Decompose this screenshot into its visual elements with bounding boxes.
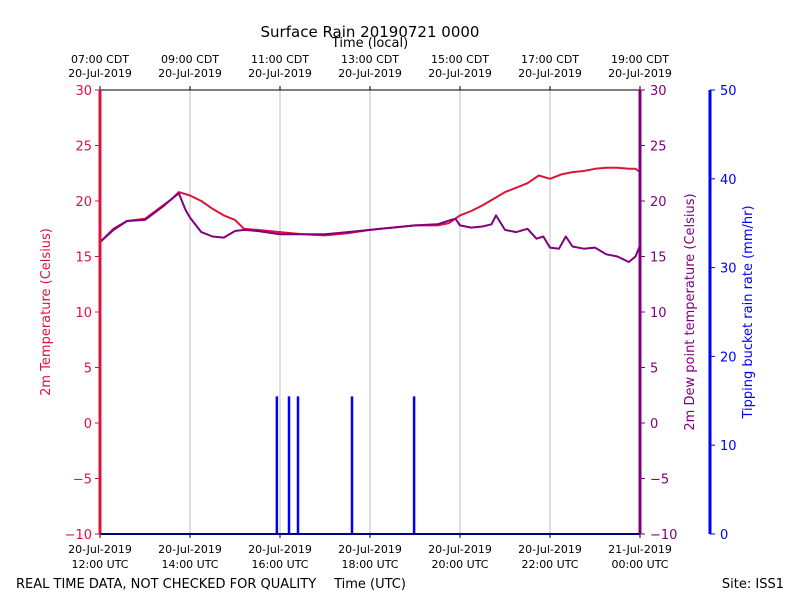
left-axis-tick-label: −10	[65, 528, 92, 543]
right-axis-tick-label: 10	[650, 306, 667, 321]
rain-axis-label: Tipping bucket rain rate (mm/hr)	[741, 205, 756, 419]
x-tick-label-utc-time: 20:00 UTC	[431, 558, 488, 571]
x-tick-label-utc-date: 20-Jul-2019	[338, 543, 402, 556]
x-tick-label-local-date: 20-Jul-2019	[248, 67, 312, 80]
left-axis-label: 2m Temperature (Celsius)	[39, 228, 54, 396]
right-axis-tick-label: 15	[650, 251, 667, 266]
rain-axis-tick-label: 20	[720, 350, 737, 365]
x-tick-label-local-time: 09:00 CDT	[161, 53, 219, 66]
x-tick-label-local-date: 20-Jul-2019	[608, 67, 672, 80]
left-axis-tick-label: 5	[84, 362, 92, 377]
left-axis-tick-label: 30	[75, 84, 92, 99]
x-tick-label-utc-time: 14:00 UTC	[161, 558, 218, 571]
x-tick-label-local-time: 19:00 CDT	[611, 53, 669, 66]
right-axis-label: 2m Dew point temperature (Celsius)	[683, 193, 698, 430]
x-tick-label-local-date: 20-Jul-2019	[428, 67, 492, 80]
x-tick-label-local-time: 17:00 CDT	[521, 53, 579, 66]
x-tick-label-local-time: 15:00 CDT	[431, 53, 489, 66]
grid	[189, 90, 551, 534]
left-axis-tick-label: 15	[75, 251, 92, 266]
left-axis-tick-label: 10	[75, 306, 92, 321]
x-tick-label-utc-time: 16:00 UTC	[251, 558, 308, 571]
left-axis-tick-label: 20	[75, 195, 92, 210]
right-axis-tick-label: −5	[650, 473, 669, 488]
right-axis-tick-label: 20	[650, 195, 667, 210]
left-axis-tick-label: −5	[73, 473, 92, 488]
x-tick-label-local-date: 20-Jul-2019	[68, 67, 132, 80]
x-tick-label-utc-date: 20-Jul-2019	[428, 543, 492, 556]
footer-quality-note: REAL TIME DATA, NOT CHECKED FOR QUALITY	[16, 577, 316, 592]
x-tick-label-utc-date: 20-Jul-2019	[248, 543, 312, 556]
left-axis-tick-label: 0	[84, 417, 92, 432]
right-axis-tick-label: 25	[650, 140, 667, 155]
x-tick-label-utc-date: 21-Jul-2019	[608, 543, 672, 556]
x-axis-label: Time (UTC)	[333, 577, 406, 592]
rain-axis-tick-label: 10	[720, 439, 737, 454]
right-axis-tick-label: −10	[650, 528, 677, 543]
x-tick-label-utc-time: 22:00 UTC	[521, 558, 578, 571]
top-axis-label: Time (local)	[331, 36, 408, 51]
footer-site-label: Site: ISS1	[722, 577, 784, 592]
rain-axis-tick-label: 40	[720, 173, 737, 188]
right-axis-tick-label: 30	[650, 84, 667, 99]
right-axis-tick-label: 0	[650, 417, 658, 432]
x-tick-label-utc-date: 20-Jul-2019	[68, 543, 132, 556]
x-tick-label-utc-date: 20-Jul-2019	[518, 543, 582, 556]
x-tick-label-local-date: 20-Jul-2019	[518, 67, 582, 80]
rain-axis-tick-label: 0	[720, 528, 728, 543]
left-axis-tick-label: 25	[75, 140, 92, 155]
x-tick-label-utc-date: 20-Jul-2019	[158, 543, 222, 556]
x-tick-label-local-time: 13:00 CDT	[341, 53, 399, 66]
x-tick-label-local-time: 07:00 CDT	[71, 53, 129, 66]
x-tick-label-utc-time: 12:00 UTC	[71, 558, 128, 571]
x-tick-label-local-date: 20-Jul-2019	[158, 67, 222, 80]
dewpoint-line	[99, 192, 641, 263]
right-axis-tick-label: 5	[650, 362, 658, 377]
x-tick-label-local-date: 20-Jul-2019	[338, 67, 402, 80]
rain-axis-tick-label: 50	[720, 84, 737, 99]
x-tick-label-utc-time: 18:00 UTC	[341, 558, 398, 571]
x-tick-label-utc-time: 00:00 UTC	[611, 558, 668, 571]
chart-title: Surface Rain 20190721 0000	[261, 23, 480, 41]
rain-axis-tick-label: 30	[720, 262, 737, 277]
x-tick-label-local-time: 11:00 CDT	[251, 53, 309, 66]
